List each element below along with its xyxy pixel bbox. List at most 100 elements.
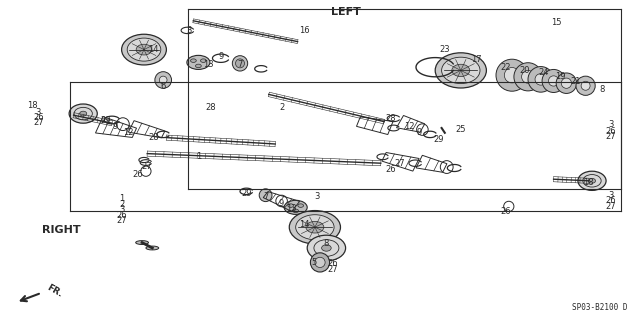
Ellipse shape	[122, 34, 166, 65]
Circle shape	[556, 73, 577, 93]
Ellipse shape	[136, 44, 152, 55]
Ellipse shape	[146, 246, 159, 250]
Text: 5: 5	[311, 258, 316, 267]
Text: 27: 27	[33, 118, 44, 127]
Text: 21: 21	[571, 77, 581, 86]
Ellipse shape	[80, 111, 87, 116]
Text: 9: 9	[279, 199, 284, 208]
Text: 7: 7	[263, 192, 268, 201]
Text: 29: 29	[100, 116, 111, 124]
Ellipse shape	[191, 59, 196, 62]
Text: 14: 14	[148, 45, 159, 54]
Text: 12: 12	[123, 128, 133, 137]
Text: 26: 26	[606, 196, 616, 205]
Circle shape	[528, 67, 554, 92]
Text: 8: 8	[324, 239, 329, 248]
Text: 19: 19	[555, 72, 565, 81]
Text: 3: 3	[609, 191, 614, 200]
Text: 2: 2	[119, 200, 124, 209]
Circle shape	[542, 69, 565, 92]
Ellipse shape	[127, 38, 161, 61]
Ellipse shape	[321, 245, 332, 251]
Text: 17: 17	[472, 55, 482, 64]
Circle shape	[548, 76, 559, 86]
Ellipse shape	[136, 241, 148, 244]
Circle shape	[561, 78, 572, 88]
Text: 9: 9	[113, 122, 118, 131]
Text: 27: 27	[116, 216, 127, 225]
Text: 15: 15	[552, 18, 562, 27]
Text: 26: 26	[385, 165, 396, 174]
Text: 2: 2	[279, 103, 284, 112]
Text: 27: 27	[142, 162, 152, 171]
Text: 1: 1	[119, 194, 124, 203]
Text: 27: 27	[328, 265, 338, 274]
Ellipse shape	[187, 55, 210, 69]
Ellipse shape	[452, 64, 470, 76]
Text: 13: 13	[286, 204, 296, 212]
Circle shape	[315, 257, 325, 268]
Circle shape	[504, 68, 520, 83]
Text: 18: 18	[27, 101, 37, 110]
Ellipse shape	[589, 179, 595, 183]
Text: 26: 26	[606, 127, 616, 136]
Text: 23: 23	[440, 45, 450, 54]
Text: 24: 24	[539, 68, 549, 76]
Circle shape	[259, 189, 272, 202]
Text: 14: 14	[299, 220, 309, 228]
Text: 26: 26	[132, 170, 143, 179]
Ellipse shape	[200, 59, 206, 62]
Ellipse shape	[69, 104, 97, 123]
Ellipse shape	[288, 204, 294, 207]
Circle shape	[535, 74, 547, 85]
Text: 26: 26	[33, 113, 44, 122]
Text: RIGHT: RIGHT	[42, 225, 80, 236]
Text: 3: 3	[36, 108, 41, 116]
Ellipse shape	[442, 57, 480, 84]
Ellipse shape	[578, 171, 606, 190]
Circle shape	[496, 59, 528, 91]
Ellipse shape	[307, 235, 346, 261]
Text: 3: 3	[186, 26, 191, 35]
Text: 22: 22	[500, 63, 511, 72]
Text: 6: 6	[161, 82, 166, 91]
Text: 8: 8	[599, 85, 604, 94]
Circle shape	[155, 72, 172, 88]
Text: 29: 29	[433, 135, 444, 144]
Text: 13: 13	[203, 60, 213, 68]
Text: 27: 27	[606, 202, 616, 211]
Text: LEFT: LEFT	[331, 7, 360, 17]
Circle shape	[232, 56, 248, 71]
Text: 12: 12	[404, 122, 415, 131]
Text: 26: 26	[116, 211, 127, 220]
Text: 16: 16	[299, 26, 309, 35]
Text: 29: 29	[241, 189, 252, 198]
Ellipse shape	[196, 64, 201, 68]
Ellipse shape	[298, 204, 303, 207]
Text: FR.: FR.	[45, 283, 63, 299]
Circle shape	[581, 81, 590, 90]
Ellipse shape	[289, 211, 340, 244]
Circle shape	[514, 63, 542, 91]
Text: 25: 25	[456, 125, 466, 134]
Text: 3: 3	[119, 205, 124, 214]
Text: 9: 9	[417, 128, 422, 137]
Circle shape	[576, 76, 595, 95]
Text: 7: 7	[237, 60, 243, 68]
Text: 26: 26	[500, 207, 511, 216]
Circle shape	[159, 76, 167, 84]
Text: 26: 26	[328, 260, 338, 268]
Text: 28: 28	[206, 103, 216, 112]
Circle shape	[310, 253, 330, 272]
Text: 28: 28	[148, 133, 159, 142]
Text: 20: 20	[520, 66, 530, 75]
Text: 27: 27	[606, 132, 616, 141]
Text: 27: 27	[395, 159, 405, 168]
Text: SP03-B2100 D: SP03-B2100 D	[572, 303, 627, 312]
Text: 1: 1	[196, 152, 201, 161]
Ellipse shape	[296, 215, 334, 240]
Ellipse shape	[306, 221, 324, 233]
Text: 9: 9	[218, 52, 223, 61]
Ellipse shape	[293, 209, 298, 213]
Text: 18: 18	[584, 178, 594, 187]
